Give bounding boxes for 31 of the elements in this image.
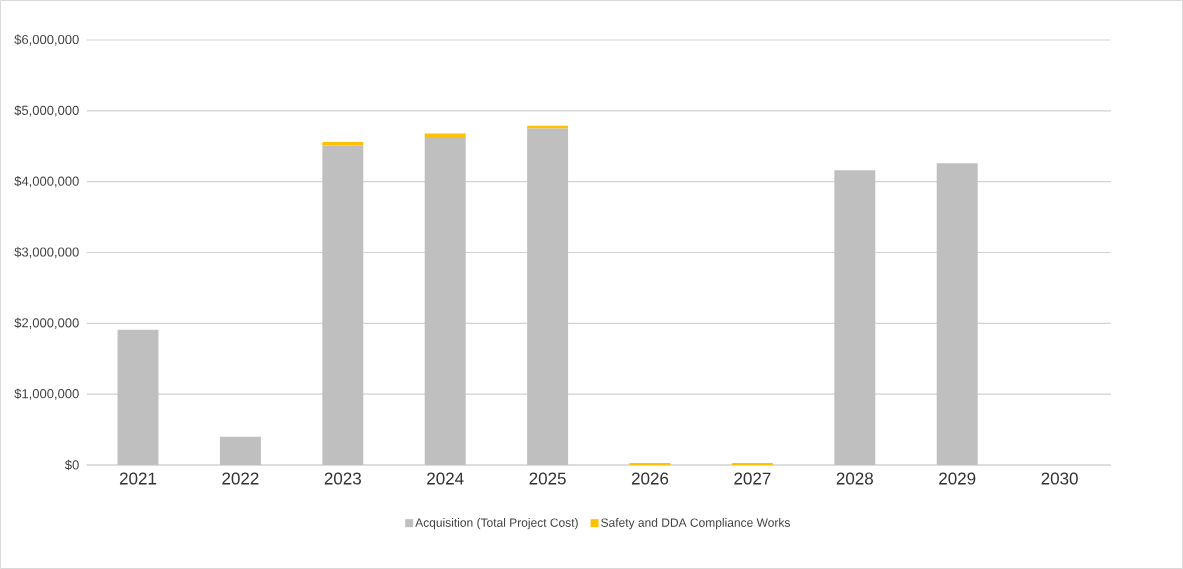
bar [527, 125, 569, 129]
bar [117, 329, 159, 465]
bar [424, 137, 466, 465]
legend-label: Safety and DDA Compliance Works [601, 518, 790, 530]
x-tick-label: 2024 [427, 472, 464, 485]
bar [527, 128, 569, 465]
bar [834, 170, 876, 465]
x-tick-label: 2028 [836, 472, 873, 485]
x-tick-label: 2030 [1041, 472, 1078, 485]
x-tick-label: 2029 [939, 472, 976, 485]
bar [322, 145, 364, 465]
y-tick-label: $0 [64, 459, 79, 471]
y-tick-label: $2,000,000 [14, 317, 79, 329]
bar [424, 133, 466, 138]
y-tick-label: $3,000,000 [14, 246, 79, 259]
y-tick-label: $5,000,000 [14, 105, 79, 117]
x-tick-label: 2025 [529, 472, 566, 485]
x-tick-label: 2026 [631, 472, 669, 485]
bar [322, 142, 364, 146]
bar [731, 462, 773, 465]
y-tick-label: $1,000,000 [14, 388, 79, 400]
bar [629, 462, 671, 465]
bar [219, 436, 261, 465]
x-tick-label: 2022 [222, 472, 259, 485]
x-tick-label: 2027 [734, 472, 771, 485]
bar [936, 163, 978, 465]
x-tick-label: 2021 [119, 472, 157, 485]
y-tick-label: $4,000,000 [14, 176, 79, 188]
y-tick-label: $6,000,000 [14, 34, 79, 46]
legend-label: Acquisition (Total Project Cost) [415, 518, 578, 530]
x-tick-label: 2023 [324, 472, 361, 485]
